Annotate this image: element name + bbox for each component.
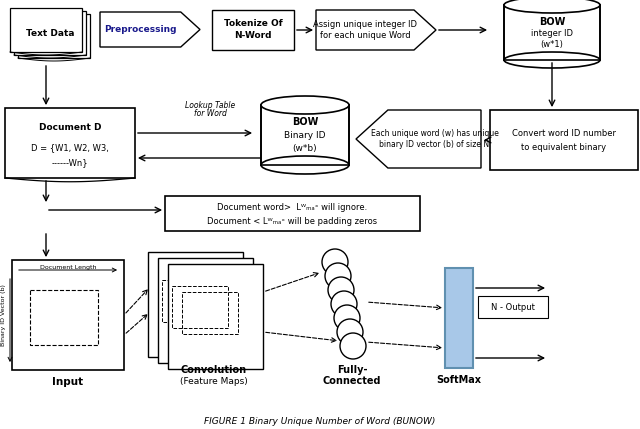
Circle shape <box>340 333 366 359</box>
Bar <box>10 8 82 52</box>
Bar <box>158 258 253 363</box>
Text: integer ID: integer ID <box>531 28 573 37</box>
Bar <box>165 196 420 231</box>
Text: Assign unique integer ID
for each unique Word: Assign unique integer ID for each unique… <box>313 20 417 40</box>
Polygon shape <box>316 10 436 50</box>
Text: Text Data: Text Data <box>26 28 74 37</box>
Text: to equivalent binary: to equivalent binary <box>522 142 607 151</box>
Text: BOW: BOW <box>292 117 318 127</box>
Text: N - Output: N - Output <box>491 302 535 311</box>
Polygon shape <box>100 12 200 47</box>
Text: Document < Lᵂₘₐˣ will be padding zeros: Document < Lᵂₘₐˣ will be padding zeros <box>207 217 377 226</box>
Text: BOW: BOW <box>539 17 565 27</box>
Polygon shape <box>356 110 481 168</box>
Circle shape <box>328 277 354 303</box>
Bar <box>445 268 473 368</box>
Text: SoftMax: SoftMax <box>436 375 481 385</box>
Text: ------Wn}: ------Wn} <box>52 158 88 167</box>
Circle shape <box>325 263 351 289</box>
Bar <box>30 290 98 345</box>
Bar <box>5 108 135 178</box>
Text: Lookup Table: Lookup Table <box>185 100 235 109</box>
Text: Binary ID Vector (b): Binary ID Vector (b) <box>1 284 6 346</box>
Bar <box>168 264 263 369</box>
Text: Preprocessing: Preprocessing <box>104 25 177 34</box>
Text: Tokenize Of: Tokenize Of <box>223 19 282 28</box>
Text: Convert word ID number: Convert word ID number <box>512 129 616 138</box>
Text: Convolution: Convolution <box>180 365 246 375</box>
Bar <box>12 260 124 370</box>
Text: Each unique word (w) has unique
binary ID vector (b) of size N: Each unique word (w) has unique binary I… <box>371 129 499 149</box>
Bar <box>18 14 90 58</box>
Text: for Word: for Word <box>193 109 227 118</box>
Text: (w*b): (w*b) <box>292 143 317 152</box>
Text: Document D: Document D <box>39 124 101 133</box>
Bar <box>148 252 243 357</box>
Text: Connected: Connected <box>323 376 381 386</box>
Circle shape <box>331 291 357 317</box>
Text: Binary ID: Binary ID <box>284 130 326 139</box>
Bar <box>261 105 349 165</box>
Text: (w*1): (w*1) <box>541 39 563 48</box>
Ellipse shape <box>504 52 600 68</box>
Bar <box>504 5 600 60</box>
Bar <box>490 110 638 170</box>
Text: FIGURE 1 Binary Unique Number of Word (BUNOW): FIGURE 1 Binary Unique Number of Word (B… <box>204 417 436 426</box>
Circle shape <box>337 319 363 345</box>
Bar <box>261 105 349 165</box>
Ellipse shape <box>261 156 349 174</box>
Text: D = {W1, W2, W3,: D = {W1, W2, W3, <box>31 143 109 152</box>
Bar <box>162 280 218 322</box>
Circle shape <box>334 305 360 331</box>
Circle shape <box>322 249 348 275</box>
Text: Document word>  Lᵂₘₐˣ will ignore.: Document word> Lᵂₘₐˣ will ignore. <box>217 203 367 212</box>
Bar <box>212 10 294 50</box>
Text: Input: Input <box>52 377 84 387</box>
Text: Fully-: Fully- <box>337 365 367 375</box>
Text: N-Word: N-Word <box>234 31 272 40</box>
Text: Document Length: Document Length <box>40 265 96 269</box>
Ellipse shape <box>261 96 349 114</box>
Bar <box>504 5 600 60</box>
Text: (Feature Maps): (Feature Maps) <box>180 377 248 386</box>
Bar <box>14 11 86 55</box>
Bar <box>172 286 228 328</box>
Ellipse shape <box>504 0 600 13</box>
Bar <box>478 296 548 318</box>
Bar <box>182 292 238 334</box>
